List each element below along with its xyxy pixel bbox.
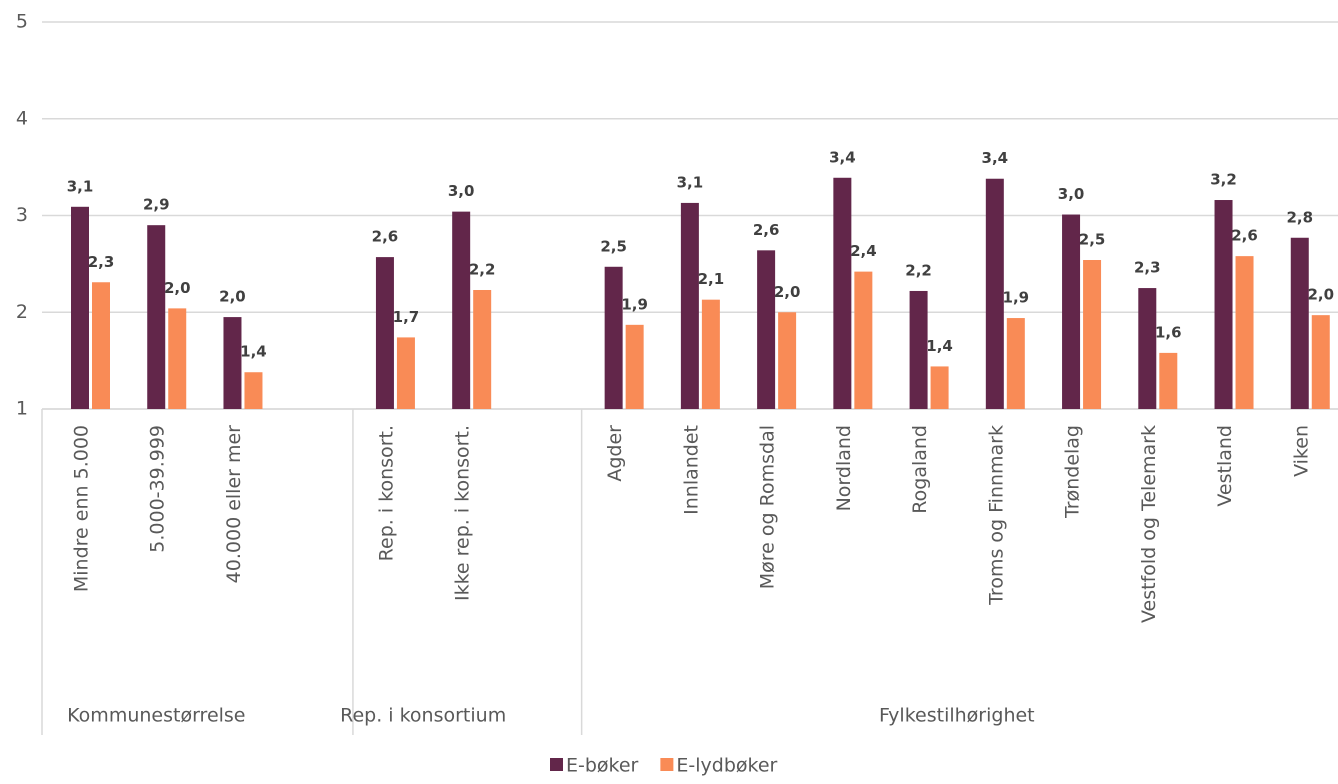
value-label: 2,0 bbox=[774, 283, 801, 301]
value-label: 2,2 bbox=[905, 261, 932, 279]
bar bbox=[92, 282, 110, 409]
bar bbox=[909, 290, 928, 409]
x-tick-label: Rogaland bbox=[909, 425, 931, 514]
value-label: 2,6 bbox=[1231, 227, 1258, 245]
bar bbox=[833, 177, 852, 409]
bar bbox=[168, 308, 187, 409]
value-label: 2,2 bbox=[469, 260, 496, 278]
value-label: 3,2 bbox=[1210, 171, 1237, 189]
bar bbox=[1138, 288, 1157, 409]
y-tick-label: 5 bbox=[16, 11, 28, 33]
bar bbox=[625, 324, 644, 409]
y-tick-label: 1 bbox=[16, 398, 28, 420]
x-tick-label: Nordland bbox=[833, 425, 855, 511]
bar bbox=[680, 202, 699, 409]
x-tick-label: 5.000-39.999 bbox=[147, 425, 169, 553]
legend-label: E-bøker bbox=[566, 755, 639, 777]
bar bbox=[1159, 352, 1178, 409]
legend-swatch bbox=[550, 758, 563, 771]
bar bbox=[71, 206, 89, 409]
value-label: 1,9 bbox=[1003, 289, 1030, 307]
value-label: 3,4 bbox=[829, 148, 856, 166]
group-label: Rep. i konsortium bbox=[340, 705, 506, 727]
bar bbox=[985, 178, 1004, 409]
x-tick-label: Trøndelag bbox=[1062, 425, 1084, 519]
bar bbox=[1083, 260, 1102, 409]
bar bbox=[930, 366, 949, 409]
value-label: 2,0 bbox=[164, 279, 191, 297]
legend-label: E-lydbøker bbox=[676, 755, 777, 777]
x-tick-label: Viken bbox=[1290, 425, 1312, 477]
bar bbox=[244, 372, 263, 409]
value-label: 2,3 bbox=[1134, 259, 1161, 277]
x-tick-label: Mindre enn 5.000 bbox=[71, 425, 93, 592]
value-label: 1,6 bbox=[1155, 323, 1182, 341]
bar bbox=[1214, 200, 1233, 409]
value-label: 1,4 bbox=[240, 343, 267, 361]
bar bbox=[375, 257, 394, 409]
x-tick-label: Vestland bbox=[1214, 425, 1236, 507]
bar bbox=[854, 271, 873, 409]
value-label: 2,4 bbox=[850, 242, 877, 260]
y-tick-label: 2 bbox=[16, 301, 28, 323]
bar bbox=[604, 266, 623, 409]
bar bbox=[757, 250, 776, 409]
bar bbox=[1006, 318, 1025, 409]
value-label: 2,0 bbox=[1307, 286, 1334, 304]
legend-swatch bbox=[660, 758, 674, 771]
bar bbox=[1290, 237, 1309, 409]
value-label: 2,9 bbox=[143, 196, 170, 214]
x-tick-label: Vestfold og Telemark bbox=[1138, 425, 1160, 623]
x-tick-label: Troms og Finnmark bbox=[985, 425, 1007, 606]
value-label: 2,3 bbox=[88, 253, 115, 271]
x-tick-label: Rep. i konsort. bbox=[375, 425, 397, 561]
x-tick-label: Møre og Romsdal bbox=[757, 425, 779, 589]
value-label: 3,0 bbox=[448, 182, 475, 200]
bar bbox=[1062, 214, 1081, 409]
value-label: 3,1 bbox=[67, 177, 94, 195]
bar bbox=[223, 317, 242, 409]
bar bbox=[778, 312, 797, 409]
bar bbox=[396, 337, 415, 409]
y-tick-label: 4 bbox=[16, 107, 28, 129]
bar bbox=[701, 299, 720, 409]
value-label: 1,9 bbox=[621, 295, 648, 313]
value-label: 3,0 bbox=[1058, 185, 1085, 203]
group-label: Kommunestørrelse bbox=[67, 705, 245, 727]
x-tick-label: Ikke rep. i konsort. bbox=[452, 425, 474, 601]
group-label: Fylkestilhørighet bbox=[879, 705, 1035, 727]
x-tick-label: 40.000 eller mer bbox=[223, 425, 245, 584]
bar bbox=[1311, 315, 1330, 409]
bar bbox=[147, 225, 166, 409]
bar bbox=[452, 211, 471, 409]
x-tick-label: Agder bbox=[604, 425, 626, 482]
value-label: 2,5 bbox=[600, 237, 627, 255]
value-label: 2,5 bbox=[1079, 231, 1106, 249]
value-label: 2,1 bbox=[698, 270, 725, 288]
value-label: 2,0 bbox=[219, 288, 246, 306]
value-label: 2,8 bbox=[1286, 208, 1313, 226]
value-label: 1,4 bbox=[926, 337, 953, 355]
y-tick-label: 3 bbox=[16, 204, 28, 226]
value-label: 3,1 bbox=[677, 173, 704, 191]
value-label: 2,6 bbox=[372, 228, 399, 246]
value-label: 2,6 bbox=[753, 221, 780, 239]
value-label: 3,4 bbox=[982, 149, 1009, 167]
bar bbox=[1235, 256, 1254, 409]
x-tick-label: Innlandet bbox=[680, 425, 702, 515]
value-label: 1,7 bbox=[393, 308, 420, 326]
bar bbox=[473, 289, 492, 409]
